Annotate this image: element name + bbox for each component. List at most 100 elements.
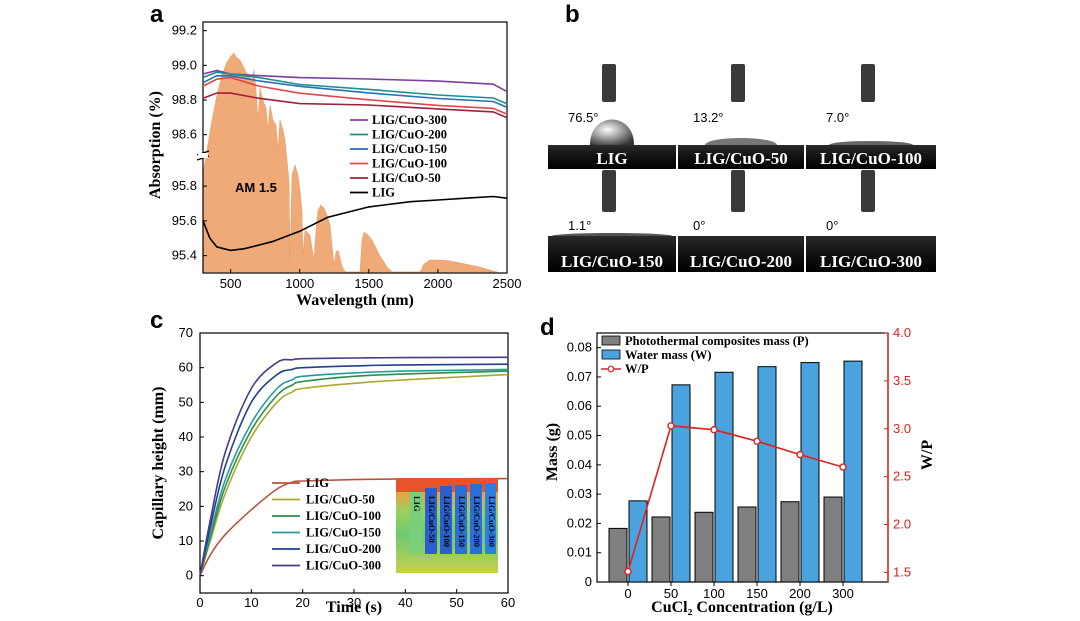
legend-label-lig: LIG <box>306 476 329 490</box>
panel-letter-c: c <box>150 307 163 334</box>
inset-label-lig: LIG <box>412 496 422 512</box>
y-tick-label: 0.03 <box>567 486 592 501</box>
y-tick-label: 0 <box>186 568 193 583</box>
x-tick-label: 40 <box>398 595 412 610</box>
contact-angle-value: 76.5° <box>568 110 599 125</box>
x-tick-label: 50 <box>664 586 678 601</box>
substrate <box>806 145 936 169</box>
y-tick-label: 0.08 <box>567 340 592 355</box>
legend-label-lig-cuo-200: LIG/CuO-200 <box>306 542 381 556</box>
y2-tick-label: 1.5 <box>893 564 911 579</box>
x-tick-label: 0 <box>624 586 631 601</box>
x-tick-label: 60 <box>501 595 515 610</box>
series-line-lig-cuo-150 <box>202 74 508 108</box>
y-tick-label: 0 <box>585 574 592 589</box>
wp-point-300 <box>839 463 847 471</box>
series-line-lig-cuo-50 <box>199 373 509 576</box>
am15-annotation: AM 1.5 <box>235 180 277 195</box>
panel-letter-d: d <box>540 314 555 341</box>
legend-swatch-water-mass-w <box>601 349 621 360</box>
y-tick-label: 50 <box>179 394 193 409</box>
am15-spectrum-area <box>202 52 498 273</box>
legend-label-lig-cuo-50: LIG/CuO-50 <box>372 171 441 185</box>
panel-a-xlabel: Wavelength (nm) <box>296 292 414 309</box>
substrate <box>678 145 804 169</box>
y-tick-label: 95.6 <box>172 213 197 228</box>
substrate <box>548 145 676 169</box>
wp-point-100 <box>710 426 718 434</box>
series-line-lig-cuo-200 <box>199 363 509 576</box>
bar-p-200 <box>780 501 800 583</box>
y-tick-label: 0.05 <box>567 428 592 443</box>
panel-a-ticks: 500 1000 1500 2000 2500 98.6 98.8 99.0 99.2 95.4 9… <box>172 23 522 291</box>
panel-a-ylabel: Absorption (%) <box>147 91 164 199</box>
sample-label: LIG/CuO-300 <box>820 252 922 271</box>
capillary-inset-labels: LIG LIG/CuO-50 LIG/CuO-100 LIG/CuO-150 LIG/C… <box>412 496 497 547</box>
x-tick-label: 2000 <box>423 276 452 291</box>
x-tick-label: 30 <box>347 595 361 610</box>
capillary-inset-image <box>396 478 498 573</box>
wp-point-50 <box>667 422 675 430</box>
y-tick-label: 0.02 <box>567 515 592 530</box>
y-tick-label: 30 <box>179 464 193 479</box>
wp-point-200 <box>796 450 804 459</box>
series-line-lig-cuo-100 <box>199 370 509 576</box>
y-tick-label: 40 <box>179 429 193 444</box>
series-line-lig-cuo-200 <box>202 71 508 105</box>
legend-label-w-p: W/P <box>625 362 649 376</box>
x-tick-label: 2500 <box>493 276 522 291</box>
contact-angle-image-lig-cuo-200: LIG/CuO-200 0° <box>678 170 804 272</box>
panel-letter-a: a <box>150 1 164 28</box>
bar-w-100 <box>714 371 734 583</box>
legend-label-lig-cuo-100: LIG/CuO-100 <box>372 157 447 171</box>
y2-tick-label: 3.5 <box>893 373 911 388</box>
droplet <box>590 119 634 145</box>
y-tick-label: 0.07 <box>567 369 592 384</box>
x-tick-label: 200 <box>789 586 811 601</box>
x-tick-label: 0 <box>196 595 203 610</box>
contact-angle-image-lig-cuo-150: LIG/CuO-150 1.1° <box>548 170 676 272</box>
y-tick-label: 98.8 <box>172 92 197 107</box>
panel-d-ylabel: Mass (g) <box>544 423 561 481</box>
bar-p-50 <box>651 516 671 583</box>
needle <box>731 170 745 212</box>
needle <box>731 64 745 102</box>
panel-a-legend: LIG/CuO-300LIG/CuO-200LIG/CuO-150LIG/CuO… <box>350 113 447 200</box>
bar-w-200 <box>800 362 820 583</box>
y2-tick-label: 3.0 <box>893 421 911 436</box>
panel-d-ticks: 0 50 100 150 200 300 0 0.01 0.02 0.03 0.04 0.05 0.06… <box>567 325 911 601</box>
legend-label-lig-cuo-100: LIG/CuO-100 <box>306 509 381 523</box>
contact-angle-value: 1.1° <box>568 218 591 233</box>
panel-b-contact-angle-images: LIG76.5°LIG/CuO-5013.2°LIG/CuO-1007.0°LI… <box>548 64 936 272</box>
bar-p-0 <box>608 527 628 583</box>
bar-p-150 <box>737 506 757 583</box>
legend-label-lig-cuo-150: LIG/CuO-150 <box>372 142 447 156</box>
panel-a-series-lines <box>202 69 508 252</box>
contact-angle-image-lig-cuo-100: LIG/CuO-100 7.0° <box>806 64 936 169</box>
legend-label-lig-cuo-50: LIG/CuO-50 <box>306 493 375 507</box>
x-tick-label: 300 <box>832 586 854 601</box>
y-tick-label: 70 <box>179 325 193 340</box>
panel-d-bars <box>608 360 863 583</box>
legend-label-lig-cuo-150: LIG/CuO-150 <box>306 526 381 540</box>
contact-angle-value: 0° <box>826 218 838 233</box>
y-tick-label: 98.6 <box>172 127 197 142</box>
series-line-lig-cuo-300 <box>202 69 508 93</box>
substrate <box>678 236 804 272</box>
panel-c-legend: LIG LIG/CuO-50 LIG/CuO-100 LIG/CuO-150 LIG/C… <box>272 476 381 573</box>
y-tick-label: 60 <box>179 360 193 375</box>
sample-label: LIG/CuO-150 <box>561 252 663 271</box>
legend-label-lig-cuo-300: LIG/CuO-300 <box>306 559 381 573</box>
bar-p-300 <box>823 496 843 583</box>
needle <box>602 64 616 102</box>
series-line-lig <box>202 195 508 252</box>
panel-d-xlabel: CuCl₂ Concentration (g/L) <box>651 599 833 616</box>
wp-polyline <box>627 425 844 572</box>
series-line-lig-cuo-150 <box>199 368 509 576</box>
y-tick-label: 99.2 <box>172 23 197 38</box>
bar-p-100 <box>694 511 714 583</box>
bar-w-0 <box>628 500 648 583</box>
x-tick-label: 1500 <box>354 276 383 291</box>
panel-d-y2label: W/P <box>919 440 936 470</box>
